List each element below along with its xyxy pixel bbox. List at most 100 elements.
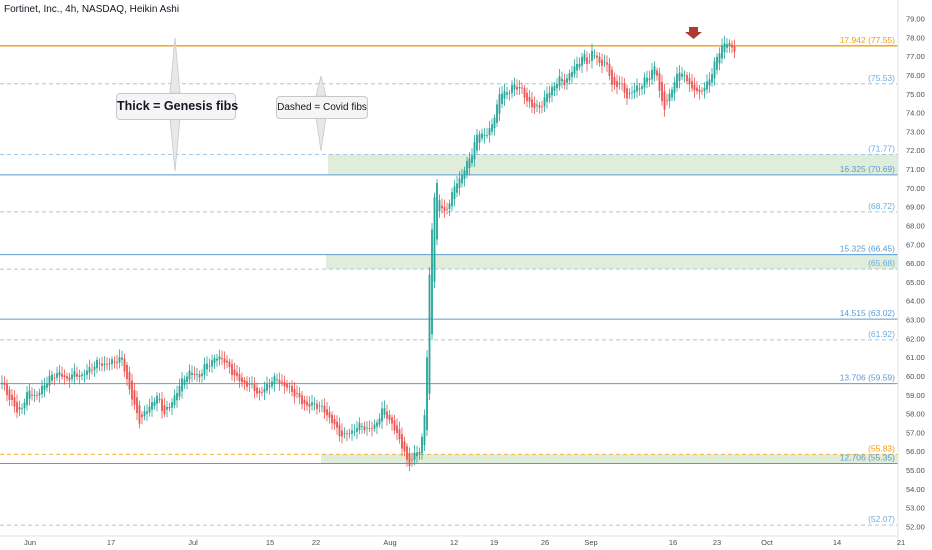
candle-body (213, 358, 216, 364)
candle (506, 86, 508, 100)
time-tick-label: Jul (188, 538, 198, 547)
candle-body (291, 385, 293, 393)
genesis-legend-callout[interactable]: Thick = Genesis fibs (116, 93, 238, 120)
price-tick-label: 78.00 (906, 33, 925, 42)
candle (663, 83, 666, 117)
candle-body (158, 398, 161, 400)
candle-body (553, 85, 556, 92)
candle (118, 349, 121, 369)
candle-body (153, 401, 156, 406)
price-tick-label: 52.00 (906, 522, 925, 531)
candle (713, 57, 716, 86)
candle (553, 82, 556, 96)
candle-body (228, 361, 231, 367)
candle-body (496, 104, 498, 123)
candle-body (331, 414, 333, 424)
time-tick-label: 14 (833, 538, 841, 547)
candle (321, 399, 323, 412)
candle (183, 375, 186, 389)
candle (3, 376, 6, 391)
candle (356, 421, 358, 440)
candle-body (131, 380, 133, 400)
candle (88, 359, 91, 380)
candle-body (351, 430, 353, 434)
candle-body (141, 414, 143, 418)
candle-body (458, 178, 461, 189)
candle (93, 361, 96, 377)
candle-body (533, 103, 536, 109)
candle (71, 368, 73, 383)
candle (196, 368, 198, 382)
candle-body (486, 135, 488, 137)
candle (216, 353, 218, 367)
candle-body (468, 158, 471, 168)
candle-body (646, 77, 648, 83)
price-axis[interactable]: 52.00 53.00 54.00 55.00 56.00 57.00 58.00 59.00… (897, 0, 925, 550)
candle-body (328, 412, 331, 418)
candle (66, 372, 68, 382)
candle-body (543, 97, 546, 107)
candle (58, 364, 61, 384)
candle (368, 420, 371, 432)
candle (298, 386, 301, 405)
candle-body (103, 363, 106, 365)
callout-pointer-down (169, 117, 181, 172)
covid-legend-callout[interactable]: Dashed = Covid fibs (276, 96, 368, 119)
candle (288, 382, 291, 394)
candle (291, 380, 293, 397)
candle-body (621, 83, 623, 85)
candle (28, 383, 31, 406)
time-axis[interactable]: Jun 17 Jul 15 22 Aug 12 19 26 Sep 16 23 Oct 14 21 (0, 535, 905, 547)
candle (51, 370, 53, 385)
candle (48, 369, 51, 394)
candle-body (376, 422, 378, 427)
candle (611, 66, 613, 92)
candle-body (358, 422, 361, 431)
price-tick-label: 74.00 (906, 109, 925, 118)
candle (446, 202, 448, 215)
candle-body (6, 383, 8, 396)
candle (621, 76, 623, 91)
candle-body (638, 88, 641, 90)
callout-pointer-up (315, 75, 327, 97)
candle-body (536, 104, 538, 106)
candles (1, 35, 736, 472)
candle (668, 88, 671, 109)
candle-body (678, 72, 681, 81)
candle (308, 396, 311, 414)
candle (716, 53, 718, 75)
candle-body (443, 207, 446, 211)
candle-body (216, 358, 218, 361)
candle-body (341, 430, 343, 437)
candle (143, 405, 146, 421)
candle (543, 90, 546, 112)
candle-body (701, 90, 703, 92)
candle (46, 376, 48, 392)
candle (83, 369, 86, 383)
candle-body (336, 421, 338, 428)
candle (546, 86, 548, 109)
candle-body (1, 382, 3, 384)
candle (341, 423, 343, 444)
price-tick-label: 72.00 (906, 146, 925, 155)
candle (418, 447, 421, 460)
candle (536, 99, 538, 113)
candle-body (253, 384, 256, 392)
candle-body (306, 401, 308, 406)
candle-body (81, 374, 83, 377)
candle-body (133, 390, 136, 405)
candle (721, 38, 723, 64)
candle-body (381, 408, 383, 422)
candle-body (453, 186, 456, 200)
candle-body (476, 134, 478, 151)
candle-body (148, 406, 151, 413)
candle (726, 38, 728, 54)
candle-body (626, 88, 628, 99)
candle-body (198, 374, 201, 378)
candle-body (731, 44, 733, 48)
candle (63, 369, 66, 385)
candle (686, 71, 688, 85)
candle (568, 69, 571, 85)
price-tick-label: 75.00 (906, 90, 925, 99)
